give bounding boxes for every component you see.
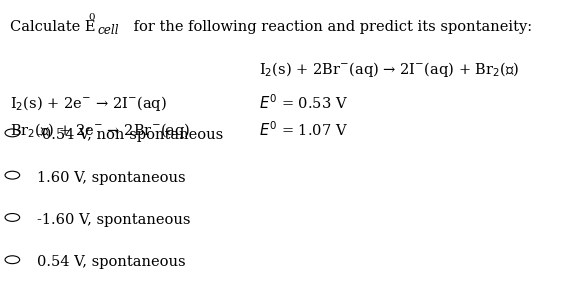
Text: I$_2$(s) + 2e$^{-}$ → 2I$^{-}$(aq): I$_2$(s) + 2e$^{-}$ → 2I$^{-}$(aq) [10,94,167,113]
Text: 1.60 V, spontaneous: 1.60 V, spontaneous [37,171,185,185]
Text: cell: cell [97,24,119,37]
Text: -1.60 V, spontaneous: -1.60 V, spontaneous [37,213,190,227]
Text: -0.54 V, non-spontaneous: -0.54 V, non-spontaneous [37,128,223,142]
Text: $E^{0}$ = 1.07 V: $E^{0}$ = 1.07 V [259,121,347,140]
Text: 0.54 V, spontaneous: 0.54 V, spontaneous [37,255,185,269]
Text: $E^{0}$ = 0.53 V: $E^{0}$ = 0.53 V [259,94,347,112]
Text: I$_2$(s) + 2Br$^{-}$(aq) → 2I$^{-}$(aq) + Br$_2$(ℓ): I$_2$(s) + 2Br$^{-}$(aq) → 2I$^{-}$(aq) … [259,60,519,79]
Text: Calculate E: Calculate E [10,20,96,34]
Text: for the following reaction and predict its spontaneity:: for the following reaction and predict i… [129,20,532,34]
Text: 0: 0 [88,13,95,22]
Text: Br$_2$(ℓ) + 2e$^{-}$ → 2Br$^{-}$(aq): Br$_2$(ℓ) + 2e$^{-}$ → 2Br$^{-}$(aq) [10,121,191,140]
